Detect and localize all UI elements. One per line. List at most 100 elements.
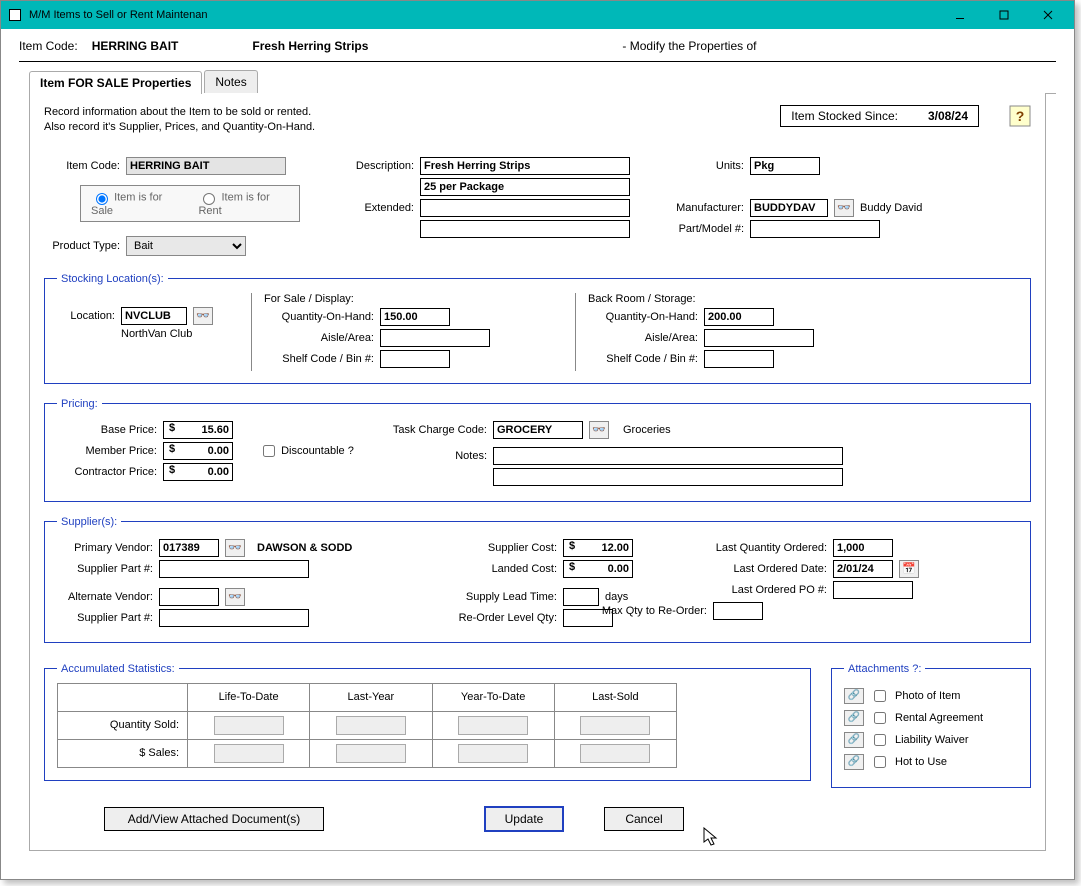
svg-text:?: ? <box>1016 108 1025 124</box>
link-icon[interactable]: 🔗 <box>844 732 864 748</box>
extended-input1[interactable] <box>420 199 630 217</box>
stats-row-sales: $ Sales: <box>58 739 188 767</box>
tab-notes[interactable]: Notes <box>204 70 257 93</box>
cancel-button[interactable]: Cancel <box>604 807 684 831</box>
stats-table: Life-To-Date Last-Year Year-To-Date Last… <box>57 683 677 768</box>
stocked-label: Item Stocked Since: <box>791 109 898 123</box>
member-price-label: Member Price: <box>57 445 157 457</box>
lead-time-label: Supply Lead Time: <box>447 591 557 603</box>
primary-vendor-label: Primary Vendor: <box>57 542 153 554</box>
back-qoh-input[interactable] <box>704 308 774 326</box>
lookup-task-icon[interactable]: 👓 <box>589 421 609 439</box>
description-input2[interactable] <box>420 178 630 196</box>
lookup-manufacturer-icon[interactable]: 👓 <box>834 199 854 217</box>
lookup-primary-vendor-icon[interactable]: 👓 <box>225 539 245 557</box>
help-icon[interactable]: ? <box>1009 105 1031 127</box>
header-row: Item Code: HERRING BAIT Fresh Herring St… <box>1 29 1074 57</box>
stats-legend: Accumulated Statistics: <box>57 663 179 675</box>
extended-input2[interactable] <box>420 220 630 238</box>
close-button[interactable] <box>1026 1 1070 29</box>
last-date-label: Last Ordered Date: <box>707 563 827 575</box>
item-desc: Fresh Herring Strips <box>252 39 368 53</box>
back-shelf-input[interactable] <box>704 350 774 368</box>
part-model-label: Part/Model #: <box>664 223 744 235</box>
attach-check-1[interactable] <box>874 712 886 724</box>
stats-qty-ly <box>336 716 406 735</box>
part-model-input[interactable] <box>750 220 880 238</box>
tab-for-sale[interactable]: Item FOR SALE Properties <box>29 71 202 94</box>
update-button[interactable]: Update <box>484 806 564 832</box>
last-qty-input[interactable] <box>833 539 893 557</box>
item-code-label2: Item Code: <box>44 160 120 172</box>
intro-line1: Record information about the Item to be … <box>44 105 670 120</box>
lookup-location-icon[interactable]: 👓 <box>193 307 213 325</box>
last-date-input[interactable] <box>833 560 893 578</box>
supplier-part1-input[interactable] <box>159 560 309 578</box>
alt-vendor-input[interactable] <box>159 588 219 606</box>
max-qty-label: Max Qty to Re-Order: <box>587 605 707 617</box>
manufacturer-name: Buddy David <box>860 202 922 214</box>
titlebar: M/M Items to Sell or Rent Maintenan <box>1 1 1074 29</box>
description-label: Description: <box>344 160 414 172</box>
discountable-check[interactable]: Discountable ? <box>259 442 354 460</box>
description-input1[interactable] <box>420 157 630 175</box>
sale-aisle-label: Aisle/Area: <box>264 332 374 344</box>
add-view-docs-button[interactable]: Add/View Attached Document(s) <box>104 807 324 831</box>
back-aisle-label: Aisle/Area: <box>588 332 698 344</box>
pricing-notes1-input[interactable] <box>493 447 843 465</box>
supplier-part2-label: Supplier Part #: <box>57 612 153 624</box>
main-panel: Record information about the Item to be … <box>29 93 1046 851</box>
link-icon[interactable]: 🔗 <box>844 754 864 770</box>
intro-line2: Also record it's Supplier, Prices, and Q… <box>44 120 670 135</box>
intro-text: Record information about the Item to be … <box>44 105 670 136</box>
header-divider <box>19 61 1056 62</box>
radio-for-sale[interactable]: Item is for Sale <box>91 190 180 217</box>
pricing-notes2-input[interactable] <box>493 468 843 486</box>
task-code-label: Task Charge Code: <box>367 424 487 436</box>
sale-qoh-input[interactable] <box>380 308 450 326</box>
stats-sales-ls <box>580 744 650 763</box>
sale-shelf-input[interactable] <box>380 350 450 368</box>
stats-sales-ytd <box>458 744 528 763</box>
stocked-since-box: Item Stocked Since: 3/08/24 <box>780 105 979 127</box>
back-aisle-input[interactable] <box>704 329 814 347</box>
attach-check-2[interactable] <box>874 734 886 746</box>
stats-qty-ytd <box>458 716 528 735</box>
item-code-value: HERRING BAIT <box>92 39 179 53</box>
link-icon[interactable]: 🔗 <box>844 710 864 726</box>
reorder-label: Re-Order Level Qty: <box>447 612 557 624</box>
last-po-input[interactable] <box>833 581 913 599</box>
pricing-legend: Pricing: <box>57 398 102 410</box>
link-icon[interactable]: 🔗 <box>844 688 864 704</box>
pricing-fieldset: Pricing: Base Price:$ Member Price:$ Dis… <box>44 398 1031 502</box>
lookup-alt-vendor-icon[interactable]: 👓 <box>225 588 245 606</box>
attachments-legend: Attachments ?: <box>844 663 925 675</box>
contractor-price-label: Contractor Price: <box>57 466 157 478</box>
task-name: Groceries <box>623 424 671 436</box>
location-name: NorthVan Club <box>121 328 192 340</box>
attach-check-0[interactable] <box>874 690 886 702</box>
units-input[interactable] <box>750 157 820 175</box>
item-code-label: Item Code: <box>19 39 78 53</box>
manufacturer-input[interactable] <box>750 199 828 217</box>
window-title: M/M Items to Sell or Rent Maintenan <box>29 9 208 21</box>
sale-aisle-input[interactable] <box>380 329 490 347</box>
supplier-part2-input[interactable] <box>159 609 309 627</box>
app-icon <box>9 9 21 21</box>
attach-label-0: Photo of Item <box>895 690 960 702</box>
item-code-input[interactable] <box>126 157 286 175</box>
maximize-button[interactable] <box>982 1 1026 29</box>
attach-check-3[interactable] <box>874 756 886 768</box>
max-qty-input[interactable] <box>713 602 763 620</box>
back-shelf-label: Shelf Code / Bin #: <box>588 353 698 365</box>
calendar-icon[interactable]: 📅 <box>899 560 919 578</box>
radio-for-rent[interactable]: Item is for Rent <box>198 190 289 217</box>
stats-fieldset: Accumulated Statistics: Life-To-Date Las… <box>44 663 811 781</box>
task-code-input[interactable] <box>493 421 583 439</box>
minimize-button[interactable] <box>938 1 982 29</box>
stats-sales-ly <box>336 744 406 763</box>
location-input[interactable] <box>121 307 187 325</box>
product-type-select[interactable]: Bait <box>126 236 246 256</box>
stats-sales-ltd <box>214 744 284 763</box>
primary-vendor-input[interactable] <box>159 539 219 557</box>
